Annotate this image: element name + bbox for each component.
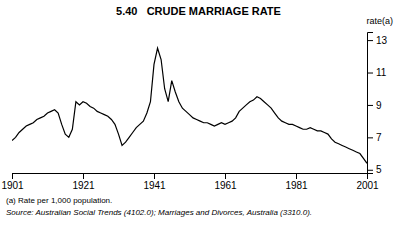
x-tick-mark [83,173,84,179]
y-tick: 11 [367,67,387,78]
y-axis-label: rate(a) [366,16,393,26]
x-tick: 2001 [356,173,379,191]
x-tick-label: 1981 [285,180,308,191]
footnote: (a) Rate per 1,000 population. [6,196,112,205]
x-tick: 1921 [72,173,95,191]
marks [12,48,367,163]
chart: 1901 1921 1941 1961 1981 2001 5 7 9 11 13 5.40 CRUD… [0,0,397,227]
y-tick-mark [367,137,373,138]
title: 5.40 CRUDE MARRIAGE RATE [116,5,281,17]
footnote: Source: Australian Social Trends (4102.0… [6,208,312,217]
y-tick-mark [367,170,373,171]
x-axis-line [13,174,368,180]
y-tick: 5 [367,164,382,175]
x-tick-label: 1961 [214,180,237,191]
y-tick-label: 7 [376,132,382,143]
x-tick: 1901 [1,173,24,191]
y-tick-label: 13 [376,35,388,46]
line [12,48,367,163]
x-tick-label: 2001 [356,180,379,191]
y-tick: 13 [367,35,388,46]
plot: 1901 1921 1941 1961 1981 2001 5 7 9 11 13 [1,33,387,192]
y-tick-label: 9 [376,100,382,111]
x-tick: 1981 [285,173,308,191]
x-axis: 1901 1921 1941 1961 1981 2001 [1,173,379,191]
x-tick-mark [225,173,226,179]
y-axis-line [368,33,374,174]
y-tick: 9 [367,100,382,111]
y-axis: 5 7 9 11 13 [367,33,388,176]
y-tick-mark [367,105,373,106]
y-tick-label: 5 [376,164,382,175]
y-tick: 7 [367,132,382,143]
x-tick: 1961 [214,173,237,191]
y-tick-label: 11 [376,67,387,78]
x-tick-mark [296,173,297,179]
x-tick-label: 1901 [1,180,24,191]
x-tick-label: 1941 [143,180,166,191]
y-tick-mark [367,73,373,74]
x-tick: 1941 [143,173,166,191]
x-tick-label: 1921 [72,180,95,191]
x-tick-mark [154,173,155,179]
y-tick-mark [367,40,373,41]
x-tick-mark [12,173,13,179]
